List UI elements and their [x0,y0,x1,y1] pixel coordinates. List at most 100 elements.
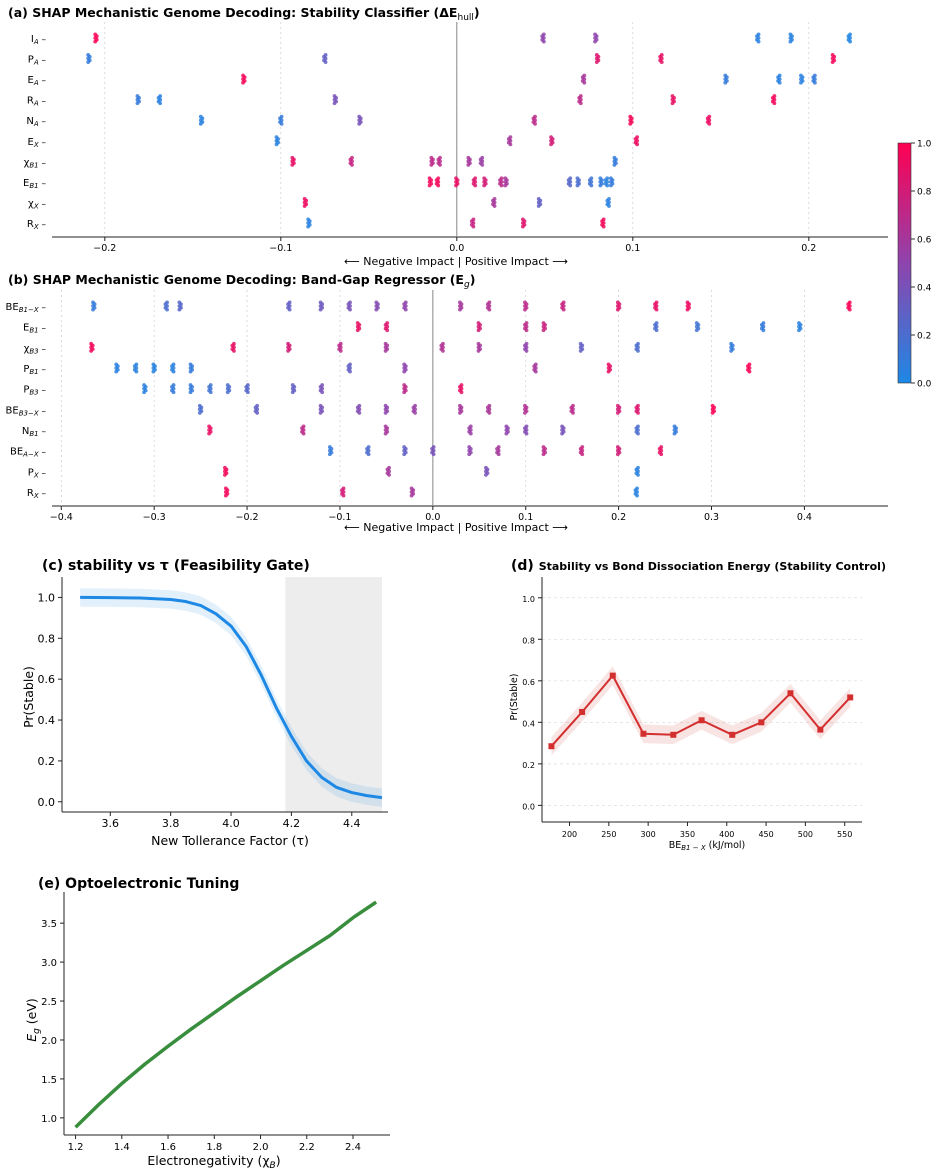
panel-a-shap-point [799,80,803,85]
panel-b-shap-point [580,452,585,457]
panel-c-y-tick-label: 1.0 [38,591,56,604]
panel-b-tick-label: 0.3 [704,512,719,523]
panel-b-shap-point [459,390,464,395]
panel-a-shap-point [357,121,362,126]
panel-a-shap-point [605,183,610,188]
panel-b-tick-label: 0.0 [425,512,440,523]
panel-e-x-tick-label: 1.6 [160,1142,176,1153]
panel-a-shap-point [830,60,835,65]
panel-b-shap-point [560,431,564,436]
panel-b-shap-point [318,411,323,415]
panel-a-shap-point [438,163,442,167]
panel-a-shap-point [594,60,599,65]
panel-b-tick-label: 0.1 [518,512,533,523]
panel-e-y-tick-label: 1.5 [41,1075,57,1086]
panel-b-shap-point [533,369,538,374]
panel-e-y-tick-label: 2.0 [41,1036,57,1047]
panel-c-y-tick-label: 0.6 [38,673,56,686]
panel-b-shap-point [847,307,852,312]
panel-b-shap-point [151,369,156,374]
panel-b-shap-point [383,411,388,415]
panel-b-feature-label: RX – [27,488,47,500]
panel-d-data-marker [817,726,824,733]
panel-b-shap-point [355,328,360,333]
panel-b-shap-point [402,390,407,395]
panel-a-shap-point [323,60,328,65]
panel-d-y-tick-label: 0.0 [522,802,535,811]
panel-b-feature-label: BEB3−X – [6,405,47,417]
panel-d-y-tick-label: 1.0 [522,595,535,604]
panel-a-shap-point [670,101,675,106]
panel-a-shap-point [568,183,573,188]
panel-b-shap-point [484,473,488,477]
panel-d-xlabel: BEB1 − X (kJ/mol) [669,840,746,852]
panel-b-shap-point [402,452,407,457]
panel-e-x-tick-label: 2.0 [253,1142,269,1153]
panel-b-shap-point [729,349,734,353]
panel-e-x-tick-label: 1.2 [68,1142,84,1153]
colorbar-tick-label: 0.4 [917,284,932,294]
panel-a-tick-label: −0.1 [269,243,292,254]
panel-a-shap-point [520,224,525,229]
panel-b-shap-point [286,349,290,353]
panel-a-shap-point [812,80,817,85]
panel-c-ylabel: Pr(Stable) [21,666,36,728]
panel-c-y-tick-label: 0.0 [38,796,56,809]
panel-a-shap-point [427,183,432,188]
panel-a-shap-point [279,121,284,126]
panel-a-shap-point [533,121,537,126]
panel-b-shap-point [223,473,227,477]
colorbar-tick-label: 0.2 [917,332,931,342]
panel-a-shap-point [473,183,478,188]
panel-a-feature-label: NA – [26,116,46,128]
panel-b-shap-point [467,452,472,457]
panel-a-shap-point [350,163,354,167]
panel-b-shap-point [654,328,659,333]
panel-b-shap-point [797,328,801,333]
panel-b-title: (b) SHAP Mechanistic Genome Decoding: Ba… [8,272,475,290]
panel-d-data-marker [787,690,794,697]
panel-b-shap-point [171,369,176,374]
panel-b-shap-point [635,493,639,498]
panel-d-data-marker [579,708,586,715]
panel-c-confidence-band [80,588,382,807]
panel-a-shap-point [135,101,140,106]
panel-d-data-marker [548,743,555,750]
panel-b-shap-point [225,390,230,395]
panel-d-data-marker [609,672,616,679]
panel-d-data-marker [670,731,677,738]
panel-b-shap-point [710,411,715,415]
panel-a-shap-point [536,204,541,208]
panel-b-shap-point [541,328,546,333]
panel-c-y-tick-label: 0.8 [38,632,56,645]
panel-d-y-tick-label: 0.6 [522,678,535,687]
panel-d-ylabel: Pr(Stable) [509,674,520,721]
panel-b-shap-point [208,390,213,395]
panel-a-xlabel: ⟵ Negative Impact | Positive Impact ⟶ [344,255,568,268]
panel-a-shap-point [612,163,617,167]
panel-a-shap-point [306,224,311,229]
panel-b-shap-point [223,493,228,498]
panel-b-shap-point [327,452,332,457]
panel-a-shap-point [466,163,471,167]
panel-e-y-tick-label: 3.0 [41,958,57,969]
panel-b-shap-point [188,390,193,395]
colorbar [897,142,912,384]
panel-b-shap-point [747,369,752,374]
panel-a-shap-point [198,121,203,126]
panel-b-shap-point [487,411,492,415]
panel-d-y-tick-label: 0.4 [522,719,535,728]
panel-b-shap-point [357,411,362,415]
panel-a-shap-point [659,60,664,65]
panel-a-shap-point [86,60,91,65]
panel-b-shap-point [348,307,352,312]
panel-b-shap-point [431,452,436,457]
colorbar-tick-label: 0.0 [917,380,932,390]
panel-a-shap-point [707,121,712,126]
panel-d-data-marker [729,731,736,738]
panel-b-shap-point [366,452,371,457]
panel-b-shap-point [402,369,407,374]
panel-b-shap-point [383,431,388,436]
panel-c-x-tick-label: 4.4 [343,817,361,830]
panel-a-shap-point [302,204,307,208]
